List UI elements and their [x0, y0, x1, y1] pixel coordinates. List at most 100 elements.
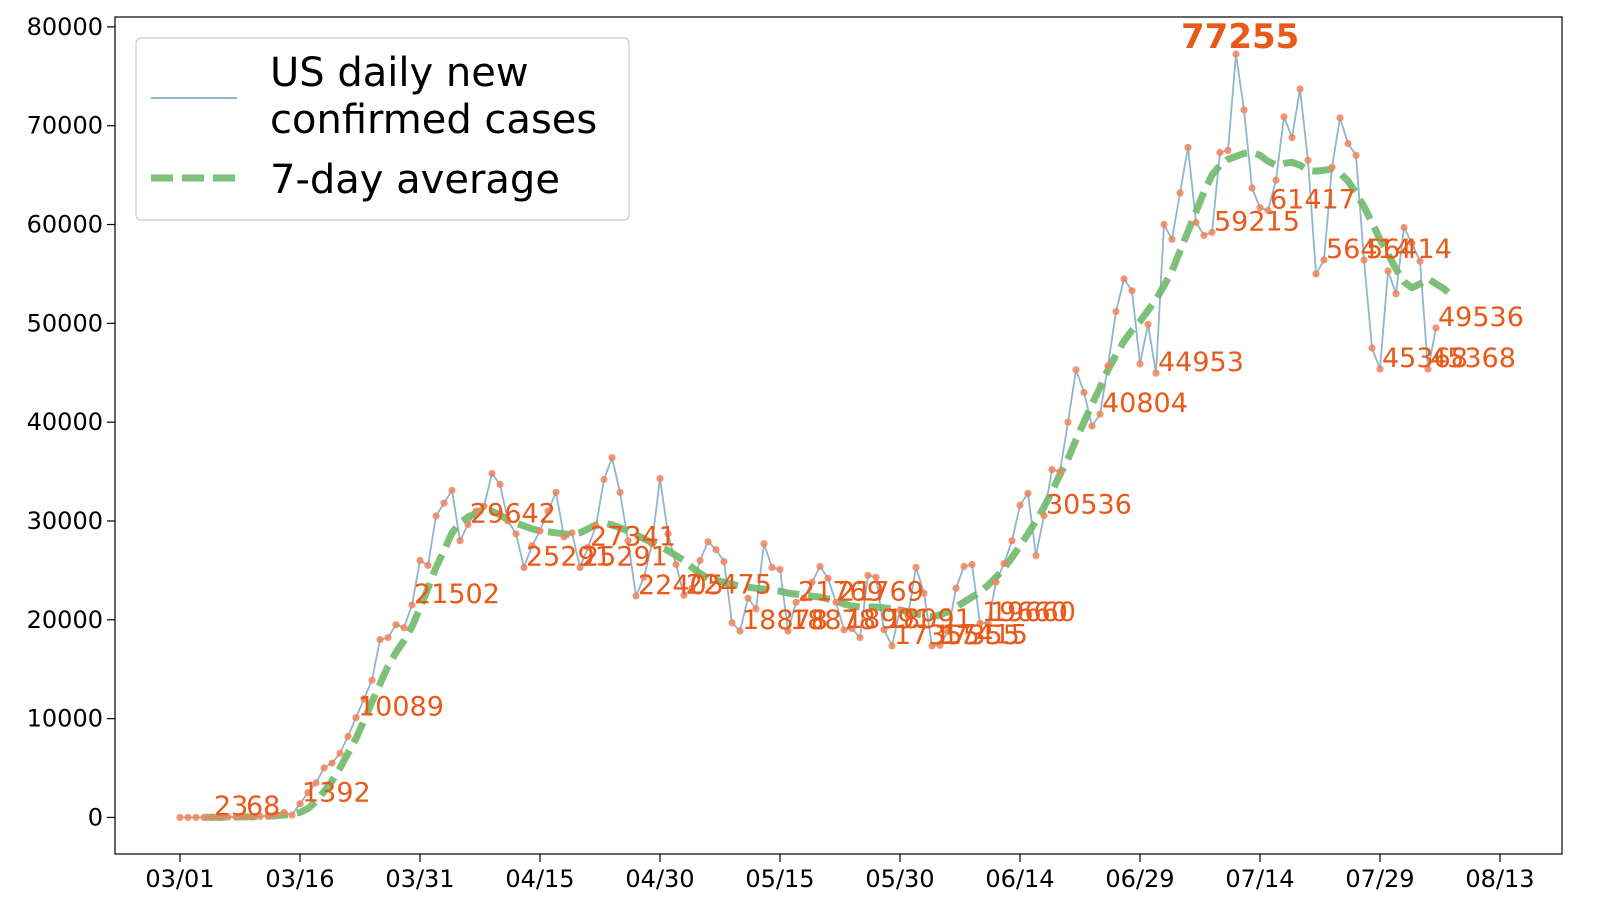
- daily-point: [952, 584, 960, 592]
- x-tick-label: 03/01: [145, 865, 214, 893]
- plot-frame: [114, 16, 1563, 855]
- daily-point: [456, 537, 464, 545]
- daily-point: [632, 592, 640, 600]
- plot-area: [114, 16, 1563, 855]
- daily-point: [224, 813, 232, 821]
- daily-point: [768, 563, 776, 572]
- daily-point: [1032, 552, 1040, 560]
- daily-point: [1216, 148, 1224, 156]
- data-label: 19660: [990, 597, 1076, 628]
- y-tick-label: 60000: [27, 211, 103, 239]
- daily-point: [400, 624, 408, 632]
- daily-point: [1352, 151, 1360, 159]
- daily-point: [1080, 388, 1088, 397]
- daily-point: [544, 507, 552, 515]
- daily-point: [1056, 468, 1064, 476]
- daily-point: [1000, 559, 1008, 568]
- daily-point: [944, 628, 952, 636]
- daily-point: [560, 533, 568, 541]
- y-tick-label: 40000: [27, 408, 103, 436]
- daily-point: [192, 813, 200, 822]
- data-label: 25291: [582, 542, 668, 573]
- daily-point: [392, 621, 400, 629]
- daily-point: [1096, 410, 1104, 418]
- x-tick-label: 05/15: [745, 865, 814, 893]
- daily-point: [792, 598, 800, 606]
- x-tick-label: 03/31: [385, 865, 454, 893]
- data-label: 17355: [934, 620, 1020, 651]
- daily-point: [688, 584, 696, 592]
- daily-point: [912, 563, 920, 572]
- daily-point: [320, 764, 328, 772]
- y-tick-label: 0: [88, 803, 103, 831]
- daily-point: [1184, 143, 1192, 151]
- daily-point: [648, 540, 656, 548]
- daily-point: [512, 530, 520, 538]
- daily-point: [872, 573, 880, 581]
- daily-point: [1120, 275, 1128, 283]
- x-tick-label: 03/16: [265, 865, 334, 893]
- daily-point: [1112, 307, 1120, 316]
- daily-point: [432, 512, 440, 520]
- daily-point: [552, 488, 560, 496]
- daily-point: [992, 578, 1000, 586]
- data-label: 1392: [302, 778, 371, 809]
- daily-point: [776, 565, 784, 574]
- daily-point: [1432, 324, 1440, 332]
- daily-point: [424, 561, 432, 570]
- daily-point: [1128, 287, 1136, 295]
- daily-point: [1376, 365, 1384, 373]
- daily-point: [1408, 239, 1416, 247]
- daily-point: [344, 732, 352, 741]
- daily-point: [1048, 466, 1056, 474]
- daily-point: [1088, 422, 1096, 430]
- data-label: 19660: [982, 597, 1068, 628]
- daily-point: [368, 676, 376, 684]
- daily-point: [1200, 231, 1208, 239]
- y-tick-label: 30000: [27, 507, 103, 535]
- daily-point: [960, 562, 968, 571]
- x-tick-label: 04/30: [625, 865, 694, 893]
- daily-point: [384, 634, 392, 642]
- x-tick-label: 06/14: [985, 865, 1054, 893]
- daily-point: [1024, 489, 1032, 497]
- daily-point: [600, 475, 608, 484]
- daily-point: [800, 594, 808, 602]
- daily-point: [664, 530, 672, 538]
- data-label: 18991: [886, 604, 972, 635]
- daily-point: [928, 642, 936, 650]
- x-axis: 03/01 03/16 03/31 04/15 04/30 05/15 05/30 06/14…: [145, 854, 1535, 893]
- daily-point: [440, 499, 448, 507]
- legend-frame: [135, 37, 630, 221]
- data-label: 61417: [1270, 185, 1356, 216]
- data-label: 59215: [1214, 206, 1300, 237]
- daily-point: [680, 591, 688, 599]
- x-tick-label: 04/15: [505, 865, 574, 893]
- daily-point: [832, 598, 840, 606]
- x-tick-label: 08/13: [1465, 865, 1534, 893]
- daily-point: [808, 578, 816, 586]
- data-label: 44953: [1158, 347, 1244, 378]
- x-tick-label: 07/29: [1345, 865, 1414, 893]
- daily-point: [616, 488, 624, 496]
- daily-point: [696, 556, 704, 565]
- daily-point: [312, 779, 320, 787]
- daily-point: [1240, 106, 1248, 114]
- daily-point: [472, 507, 480, 515]
- daily-point: [816, 562, 824, 571]
- data-label: 18991: [846, 604, 932, 635]
- daily-point: [184, 813, 192, 822]
- data-label: 56414: [1366, 234, 1452, 265]
- data-label: 21769: [838, 576, 924, 607]
- data-label: 45368: [1382, 343, 1468, 374]
- data-label: 68: [246, 791, 280, 822]
- daily-point: [1288, 134, 1296, 142]
- daily-point: [232, 813, 240, 821]
- daily-point: [1144, 320, 1152, 328]
- data-label: 30536: [1046, 490, 1132, 521]
- data-label: 27341: [590, 521, 676, 552]
- daily-point: [736, 627, 744, 635]
- daily-point: [904, 612, 912, 620]
- daily-point: [784, 627, 792, 635]
